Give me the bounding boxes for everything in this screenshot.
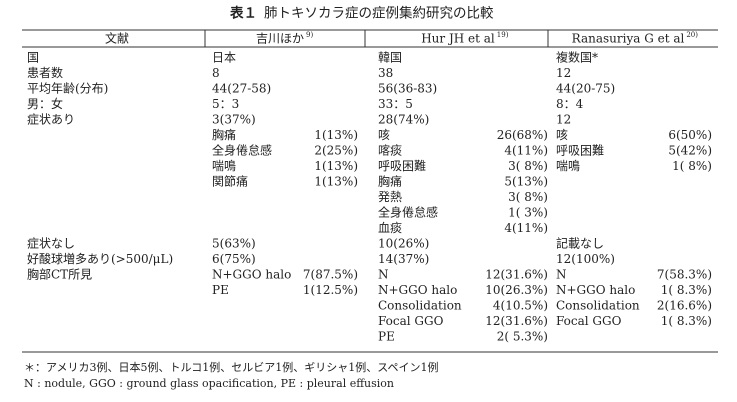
footnote: ＊：アメリカ3例、日本5例、トルコ1例、セルビア1例、ギリシャ1例、スペイン1例 bbox=[24, 360, 438, 374]
header-ref: 9) bbox=[306, 31, 313, 39]
table-cell: 5(63%) bbox=[212, 237, 256, 251]
row-label: 胸部CT所見 bbox=[27, 267, 92, 282]
table-cell: 呼吸困難 bbox=[556, 143, 604, 158]
table-cell: 発熱 bbox=[378, 190, 402, 204]
table-cell: N+GGO halo bbox=[556, 283, 635, 297]
table-cell: 6(50%) bbox=[668, 128, 712, 142]
table-cell: 3( 8%) bbox=[508, 190, 548, 204]
table-cell: 14(37%) bbox=[378, 252, 429, 266]
table-cell: 33：5 bbox=[378, 97, 413, 111]
table-cell: 44(27-58) bbox=[212, 82, 271, 96]
table-cell: 12(31.6%) bbox=[485, 314, 548, 328]
table-cell: Focal GGO bbox=[556, 314, 622, 328]
table-cell: Consolidation bbox=[378, 299, 462, 313]
table-cell: 5(42%) bbox=[668, 144, 712, 158]
table-cell: 3( 8%) bbox=[508, 159, 548, 173]
table-cell: 1(12.5%) bbox=[303, 283, 358, 297]
table-cell: 5：3 bbox=[212, 97, 239, 111]
table-cell: 3(37%) bbox=[212, 113, 256, 127]
table-number: 表１ bbox=[230, 5, 257, 22]
header-cell: 吉川ほか bbox=[256, 32, 304, 46]
table-cell: 咳 bbox=[556, 128, 568, 142]
table-cell: 10(26%) bbox=[378, 237, 429, 251]
table-cell: N bbox=[378, 268, 389, 282]
header-cell: Ranasuriya G et al bbox=[572, 32, 685, 46]
table-cell: 4(11%) bbox=[504, 144, 548, 158]
table-cell: 8 bbox=[212, 66, 220, 80]
table-cell: 胸痛 bbox=[378, 174, 402, 189]
row-label: 患者数 bbox=[27, 65, 63, 80]
table-cell: Consolidation bbox=[556, 299, 640, 313]
table-cell: 2(16.6%) bbox=[657, 299, 712, 313]
table-cell: 呼吸困難 bbox=[378, 158, 426, 173]
table-cell: N+GGO halo bbox=[378, 283, 457, 297]
row-label: 症状あり bbox=[27, 112, 75, 127]
table-cell: 記載なし bbox=[556, 236, 604, 251]
table-cell: 2( 5.3%) bbox=[497, 330, 548, 344]
table-cell: 日本 bbox=[212, 51, 236, 65]
table-cell: 26(68%) bbox=[497, 128, 548, 142]
table-cell: 6(75%) bbox=[212, 252, 256, 266]
table-cell: 10(26.3%) bbox=[485, 283, 548, 297]
table-cell: 喘鳴 bbox=[556, 159, 580, 173]
row-label: 男：女 bbox=[27, 96, 63, 111]
table-cell: 12(100%) bbox=[556, 252, 615, 266]
row-label: 好酸球増多あり(>500/μL) bbox=[27, 251, 173, 266]
row-label: 平均年齢(分布) bbox=[27, 81, 108, 96]
table-cell: 5(13%) bbox=[504, 175, 548, 189]
header-ref: 20) bbox=[686, 31, 698, 39]
table-cell: 複数国* bbox=[556, 50, 598, 65]
table-cell: 12 bbox=[556, 66, 571, 80]
table-cell: 8：4 bbox=[556, 97, 584, 111]
row-label: 症状なし bbox=[27, 236, 75, 251]
table-cell: PE bbox=[212, 283, 229, 297]
table-cell: 4(10.5%) bbox=[493, 299, 548, 313]
table-cell: 1( 8.3%) bbox=[661, 283, 712, 297]
table-cell: 関節痛 bbox=[212, 174, 248, 189]
table-cell: 1( 8%) bbox=[672, 159, 712, 173]
table-cell: 1(13%) bbox=[314, 175, 358, 189]
table-cell: 28(74%) bbox=[378, 113, 429, 127]
table-cell: N bbox=[556, 268, 567, 282]
row-label: 国 bbox=[27, 51, 39, 65]
table-cell: N+GGO halo bbox=[212, 268, 291, 282]
table-cell: 1(13%) bbox=[314, 128, 358, 142]
table-cell: 4(11%) bbox=[504, 221, 548, 235]
table-cell: Focal GGO bbox=[378, 314, 444, 328]
table-cell: 12 bbox=[556, 113, 571, 127]
table-cell: 7(58.3%) bbox=[657, 268, 712, 282]
table-cell: PE bbox=[378, 330, 395, 344]
table-cell: 咳 bbox=[378, 128, 390, 142]
table-title: 肺トキソカラ症の症例集約研究の比較 bbox=[264, 6, 494, 22]
table-cell: 12(31.6%) bbox=[485, 268, 548, 282]
table-cell: 喘鳴 bbox=[212, 159, 236, 173]
header-cell: Hur JH et al bbox=[421, 32, 495, 46]
footnote: N : nodule, GGO : ground glass opacifica… bbox=[24, 377, 394, 390]
table-cell: 1( 3%) bbox=[508, 206, 548, 220]
table-cell: 56(36-83) bbox=[378, 82, 437, 96]
table-cell: 2(25%) bbox=[314, 144, 358, 158]
table-cell: 1(13%) bbox=[314, 159, 358, 173]
table-cell: 胸痛 bbox=[212, 127, 236, 142]
table-cell: 1( 8.3%) bbox=[661, 314, 712, 328]
header-cell: 文献 bbox=[105, 31, 129, 46]
table-cell: 38 bbox=[378, 66, 393, 80]
table-cell: 全身倦怠感 bbox=[378, 205, 438, 220]
table-cell: 喀痰 bbox=[378, 143, 402, 158]
table-cell: 全身倦怠感 bbox=[212, 143, 272, 158]
table-cell: 韓国 bbox=[378, 51, 402, 65]
table-cell: 44(20-75) bbox=[556, 82, 615, 96]
header-ref: 19) bbox=[497, 31, 509, 39]
table-cell: 7(87.5%) bbox=[303, 268, 358, 282]
table-cell: 血痰 bbox=[378, 220, 402, 235]
